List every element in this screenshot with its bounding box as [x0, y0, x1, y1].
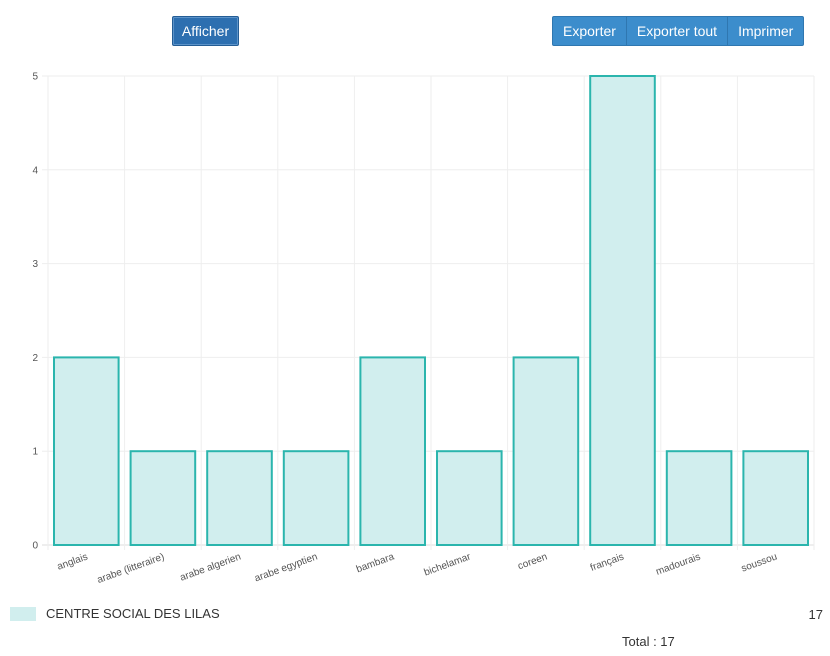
y-tick-label: 5 — [32, 72, 38, 83]
x-tick-label: coreen — [516, 551, 548, 572]
x-axis: anglais arabe (litteraire) arabe algerien a… — [56, 551, 779, 586]
bar — [665, 450, 733, 547]
y-tick-label: 0 — [32, 541, 38, 552]
x-tick-label: madourais — [654, 551, 702, 577]
y-tick-label: 4 — [32, 165, 38, 176]
bar — [359, 356, 426, 546]
x-tick-label: arabe algerien — [179, 551, 243, 583]
bar — [436, 450, 503, 547]
x-tick-label: arabe (litteraire) — [96, 551, 166, 585]
legend-label: CENTRE SOCIAL DES LILAS — [46, 606, 220, 621]
chart-legend: CENTRE SOCIAL DES LILAS — [10, 606, 220, 621]
export-button-group: Exporter Exporter tout Imprimer — [552, 16, 805, 46]
bar — [129, 450, 197, 547]
chart-bars — [53, 75, 810, 547]
y-tick-label: 1 — [32, 447, 38, 458]
bar — [206, 450, 273, 547]
x-tick-label: français — [589, 551, 626, 573]
x-tick-label: soussou — [740, 551, 779, 574]
export-button[interactable]: Exporter — [552, 16, 627, 46]
x-tick-label: bichelamar — [423, 551, 473, 578]
export-all-button[interactable]: Exporter tout — [625, 16, 729, 46]
bar-chart: 0 1 2 3 4 5 anglais arabe (litteraire) arabe al… — [32, 72, 815, 586]
bar — [282, 450, 350, 547]
chart-grid — [42, 75, 815, 550]
legend-swatch — [10, 606, 36, 621]
x-tick-label: arabe egyptien — [253, 551, 319, 584]
y-tick-label: 2 — [32, 353, 38, 364]
y-axis: 0 1 2 3 4 5 — [32, 72, 38, 552]
bar — [589, 75, 656, 546]
show-button[interactable]: Afficher — [172, 16, 239, 46]
bar — [53, 356, 120, 546]
bar — [512, 356, 580, 546]
total-label: Total : 17 — [622, 634, 675, 649]
bar — [742, 450, 810, 547]
x-tick-label: bambara — [355, 551, 396, 575]
print-button[interactable]: Imprimer — [727, 16, 805, 46]
x-tick-label: anglais — [56, 551, 90, 572]
y-tick-label: 3 — [32, 259, 38, 270]
legend-count: 17 — [808, 607, 823, 622]
